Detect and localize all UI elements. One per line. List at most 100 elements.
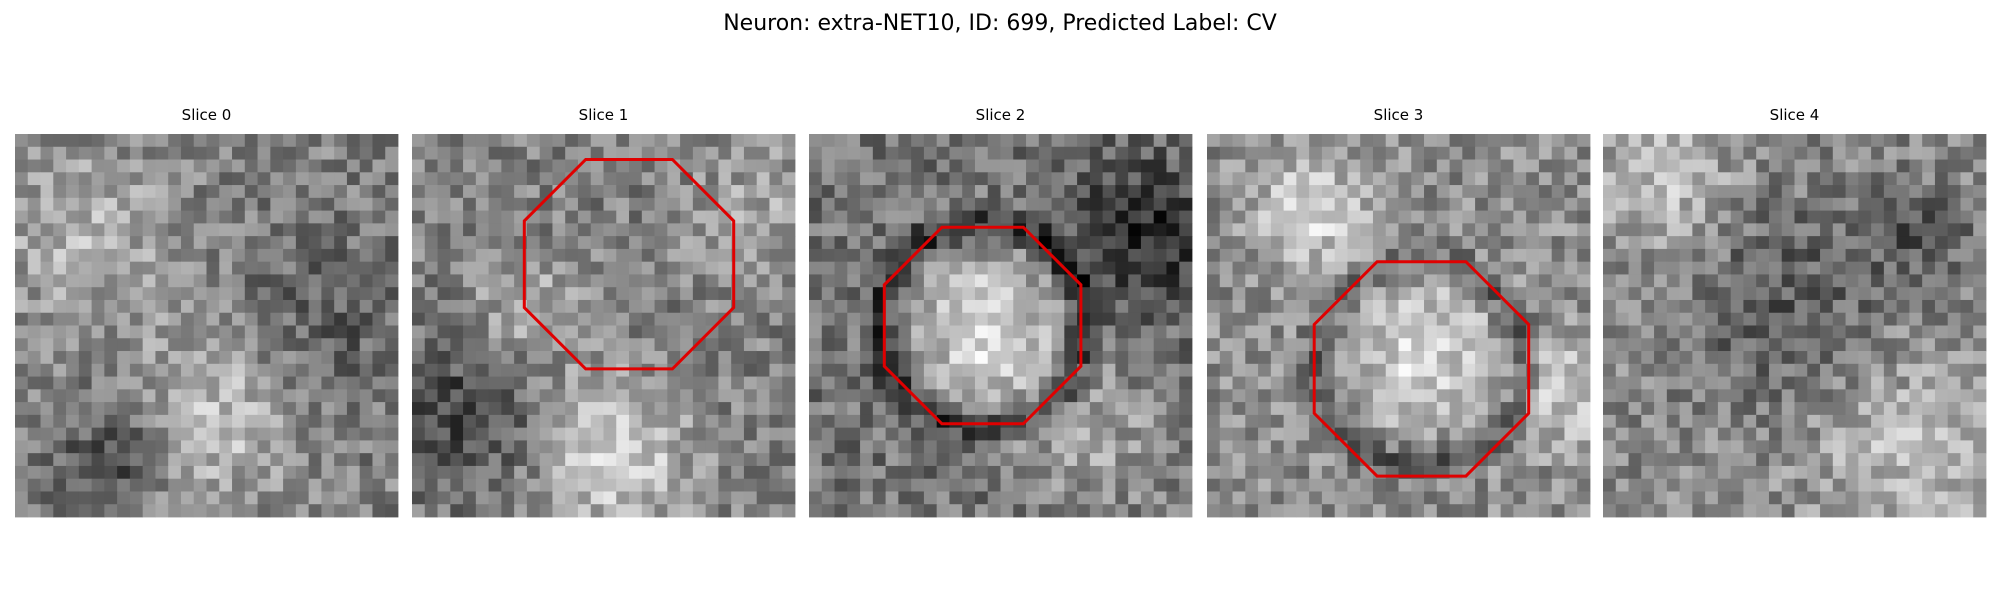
pixel (1232, 389, 1246, 403)
pixel (1934, 414, 1949, 429)
pixel (526, 146, 541, 160)
pixel (321, 363, 335, 377)
pixel (1462, 312, 1476, 326)
pixel (1654, 338, 1668, 352)
pixel (1871, 325, 1885, 339)
pixel (629, 376, 643, 390)
pixel (180, 453, 195, 467)
pixel (1526, 440, 1540, 454)
pixel (1051, 504, 1065, 518)
pixel (1309, 134, 1323, 148)
pixel (1577, 491, 1591, 505)
pixel (885, 236, 899, 250)
pixel (1385, 248, 1399, 263)
pixel (372, 261, 386, 275)
pixel (911, 172, 925, 186)
pixel (257, 146, 271, 160)
pixel (40, 134, 54, 148)
pixel (488, 287, 502, 301)
pixel (1513, 134, 1527, 148)
pixel (1794, 299, 1808, 314)
pixel (257, 210, 271, 224)
pixel (1603, 172, 1617, 186)
pixel (321, 287, 335, 301)
pixel (1526, 248, 1540, 263)
pixel (1321, 261, 1336, 275)
pixel (872, 248, 886, 263)
pixel (1449, 402, 1463, 416)
pixel (1603, 389, 1617, 403)
pixel (206, 363, 220, 377)
pixel (1858, 402, 1872, 416)
pixel (295, 363, 310, 377)
pixel (692, 134, 707, 148)
pixel (1207, 312, 1221, 326)
pixel (1321, 478, 1336, 492)
pixel (1347, 414, 1361, 429)
pixel (385, 491, 399, 505)
pixel (91, 261, 105, 275)
pixel (1705, 414, 1719, 429)
pixel (1436, 172, 1450, 186)
pixel (705, 299, 719, 314)
pixel (1309, 261, 1323, 275)
pixel (1526, 210, 1540, 224)
pixel (193, 402, 207, 416)
pixel (1051, 389, 1065, 403)
pixel (1705, 134, 1719, 148)
pixel (1500, 287, 1514, 301)
pixel (1296, 210, 1310, 224)
pixel (552, 338, 566, 352)
pixel (526, 351, 541, 365)
pixel (104, 274, 118, 288)
pixel (705, 159, 719, 173)
pixel (1934, 197, 1949, 211)
pixel (53, 236, 67, 250)
pixel (1051, 325, 1065, 339)
pixel (1564, 440, 1578, 454)
pixel (308, 389, 322, 403)
pixel (359, 325, 373, 339)
pixel (1909, 248, 1923, 263)
pixel (1245, 312, 1259, 326)
pixel (1654, 236, 1668, 250)
pixel (1436, 197, 1450, 211)
pixel (1013, 376, 1027, 390)
pixel (1883, 351, 1898, 365)
pixel (1270, 172, 1284, 186)
pixel (1038, 440, 1052, 454)
pixel (987, 402, 1001, 416)
pixel (1360, 427, 1374, 441)
pixel (244, 312, 258, 326)
pixel (359, 465, 373, 480)
pixel (1603, 210, 1617, 224)
pixel (718, 351, 732, 365)
pixel (1717, 414, 1732, 429)
pixel (104, 325, 118, 339)
pixel (283, 363, 297, 377)
pixel (949, 351, 963, 365)
pixel (1270, 146, 1284, 160)
pixel (1283, 159, 1297, 173)
pixel (1666, 427, 1680, 441)
pixel (1360, 287, 1374, 301)
pixel (782, 453, 796, 467)
pixel (1896, 223, 1910, 237)
pixel (809, 261, 823, 275)
pixel (334, 210, 348, 224)
pixel (1768, 504, 1783, 518)
pixel (1641, 376, 1655, 390)
pixel (629, 146, 643, 160)
pixel (949, 440, 963, 454)
pixel (1411, 376, 1425, 390)
pixel (1270, 299, 1284, 314)
pixel (1947, 427, 1961, 441)
pixel (1051, 402, 1065, 416)
pixel (1871, 338, 1885, 352)
pixel (1743, 299, 1757, 314)
pixel (1013, 427, 1027, 441)
pixel (1462, 274, 1476, 288)
pixel (552, 478, 566, 492)
pixel (885, 491, 899, 505)
pixel (1794, 172, 1808, 186)
